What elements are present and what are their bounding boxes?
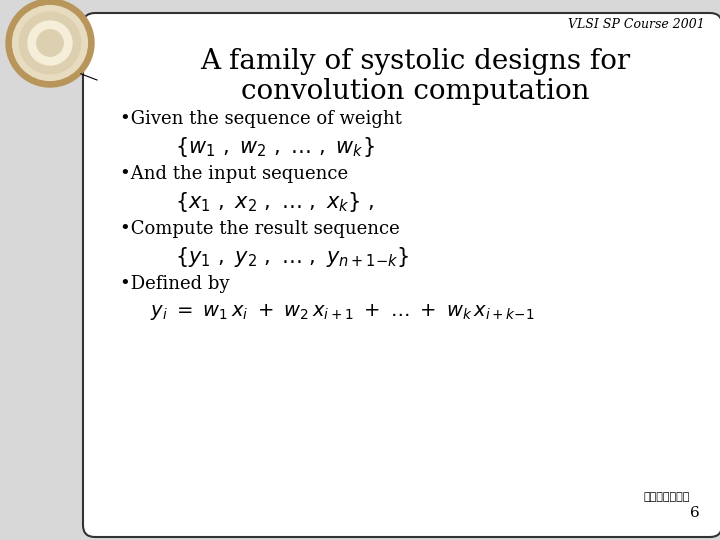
FancyBboxPatch shape [83, 13, 720, 537]
Circle shape [28, 21, 72, 65]
Text: •Compute the result sequence: •Compute the result sequence [120, 220, 400, 238]
Text: 台大電機系安字: 台大電機系安字 [644, 492, 690, 502]
Text: •Given the sequence of weight: •Given the sequence of weight [120, 110, 402, 128]
Text: convolution computation: convolution computation [240, 78, 589, 105]
Text: $\{w_1\ ,\ w_2\ ,\ \ldots\ ,\ w_k\}$: $\{w_1\ ,\ w_2\ ,\ \ldots\ ,\ w_k\}$ [175, 135, 374, 159]
Text: $\{x_1\ ,\ x_2\ ,\ \ldots\ ,\ x_k\}\ ,$: $\{x_1\ ,\ x_2\ ,\ \ldots\ ,\ x_k\}\ ,$ [175, 190, 374, 214]
Circle shape [6, 0, 94, 87]
Circle shape [13, 5, 87, 80]
Text: $\{y_1\ ,\ y_2\ ,\ \ldots\ ,\ y_{n+1\mathrm{-}k}\}$: $\{y_1\ ,\ y_2\ ,\ \ldots\ ,\ y_{n+1\mat… [175, 245, 409, 269]
Text: $y_i\ =\ w_1\,x_i\ +\ w_2\,x_{i+1}\ +\ \ldots\ +\ w_k\,x_{i+k\mathrm{-}1}$: $y_i\ =\ w_1\,x_i\ +\ w_2\,x_{i+1}\ +\ \… [150, 302, 534, 322]
Text: 6: 6 [690, 506, 700, 520]
Text: •And the input sequence: •And the input sequence [120, 165, 348, 183]
Text: VLSI SP Course 2001: VLSI SP Course 2001 [568, 18, 705, 31]
Text: A family of systolic designs for: A family of systolic designs for [200, 48, 630, 75]
Circle shape [37, 30, 63, 56]
Text: •Defined by: •Defined by [120, 275, 230, 293]
Circle shape [19, 12, 81, 74]
